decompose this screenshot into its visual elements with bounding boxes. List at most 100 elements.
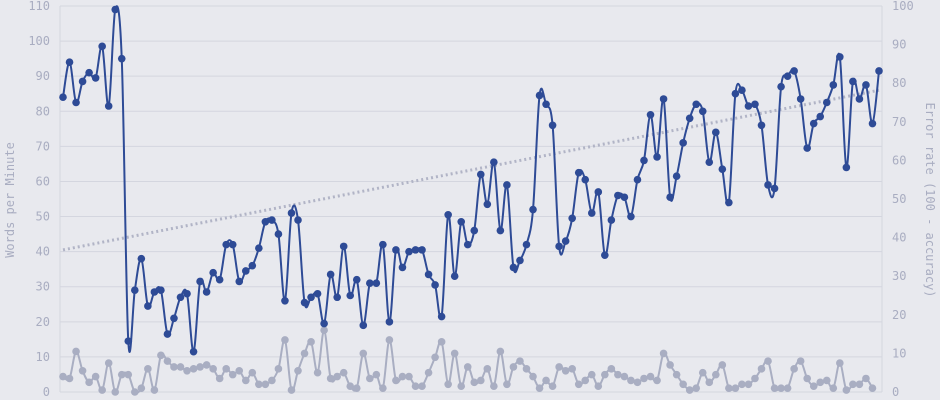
y-tick-label: 90 (36, 69, 50, 83)
error-rate-point (855, 380, 864, 389)
error-rate-point (679, 380, 687, 389)
error-rate-point (757, 365, 766, 373)
wpm-point (470, 226, 479, 235)
wpm-point (738, 86, 746, 95)
error-rate-point (437, 338, 446, 346)
error-rate-point (842, 386, 851, 394)
wpm-point (627, 212, 635, 221)
wpm-point (666, 193, 674, 202)
y-tick-label: 100 (28, 34, 50, 48)
wpm-point (189, 347, 198, 356)
error-rate-point (836, 359, 844, 367)
wpm-point (496, 226, 505, 235)
wpm-point (163, 330, 172, 338)
wpm-point (698, 107, 707, 116)
error-rate-point (783, 384, 792, 392)
error-rate-point (333, 372, 341, 381)
wpm-point (72, 98, 80, 107)
wpm-point (339, 242, 348, 251)
error-rate-point (561, 366, 570, 375)
error-rate-point (91, 372, 100, 381)
error-rate-point (183, 366, 191, 375)
wpm-point (757, 121, 766, 130)
error-rate-point (712, 370, 720, 379)
wpm-point (326, 270, 335, 279)
wpm-point (117, 54, 126, 63)
wpm-point (725, 198, 733, 207)
wpm-point (692, 100, 701, 109)
error-rate-point (196, 363, 204, 371)
error-rate-point (535, 384, 544, 392)
error-rate-point (777, 384, 785, 392)
error-rate-point (849, 380, 857, 389)
error-rate-point (640, 374, 648, 383)
wpm-point (320, 319, 328, 328)
wpm-point (261, 218, 270, 226)
error-rate-point (424, 368, 433, 377)
error-rate-point (718, 361, 727, 369)
error-rate-point (287, 386, 296, 394)
wpm-point (705, 158, 714, 166)
error-rate-point (359, 349, 368, 358)
error-rate-point (228, 370, 237, 379)
wpm-point (503, 181, 511, 189)
error-rate-point (405, 372, 413, 381)
error-rate-point (372, 370, 381, 379)
y2-tick-label: 30 (892, 269, 906, 283)
wpm-point (809, 119, 818, 128)
error-rate-point (392, 376, 400, 385)
y-tick-label: 10 (36, 350, 50, 364)
wpm-point (307, 293, 315, 302)
error-rate-point (431, 353, 439, 362)
y2-tick-label: 20 (892, 308, 906, 322)
wpm-point (685, 114, 694, 123)
wpm-point (601, 251, 609, 259)
error-rate-point (764, 357, 772, 365)
error-rate-point (189, 365, 198, 373)
y-tick-label: 110 (28, 0, 50, 13)
error-rate-point (320, 326, 328, 335)
wpm-point (868, 119, 877, 128)
wpm-point (346, 291, 355, 300)
wpm-point (849, 77, 857, 86)
error-rate-point (529, 372, 537, 381)
wpm-point (561, 237, 570, 245)
wpm-series-layer (59, 5, 883, 356)
error-rate-point (822, 376, 831, 385)
wpm-point (392, 246, 400, 254)
error-rate-point (137, 384, 146, 392)
wpm-point (476, 170, 485, 179)
error-rate-point (117, 370, 126, 379)
wpm-point (574, 168, 583, 177)
error-rate-point (483, 365, 492, 373)
error-rate-point (620, 372, 629, 381)
wpm-point (235, 277, 244, 286)
error-rate-point (261, 380, 270, 389)
y-axis-title: Words per Minute (3, 142, 17, 258)
wpm-point (790, 67, 798, 75)
error-rate-point (646, 372, 655, 381)
error-rate-point (692, 384, 701, 392)
wpm-point (509, 263, 518, 272)
error-rate-point (385, 336, 394, 344)
wpm-point (405, 247, 413, 256)
error-rate-point (542, 376, 550, 385)
wpm-point (209, 268, 217, 277)
wpm-point (744, 102, 753, 110)
wpm-point (228, 240, 237, 249)
wpm-point (359, 321, 368, 330)
wpm-point (78, 77, 87, 86)
error-rate-point (346, 382, 355, 391)
error-rate-point (379, 384, 387, 392)
error-rate-point (725, 384, 733, 392)
error-rate-point (574, 380, 583, 389)
error-rate-point (790, 365, 798, 373)
wpm-point (85, 68, 93, 77)
wpm-point (653, 153, 661, 161)
y2-tick-label: 80 (892, 76, 906, 90)
error-rate-point (672, 370, 681, 379)
wpm-point (157, 286, 165, 295)
error-rate-point (803, 374, 811, 383)
y-tick-label: 60 (36, 174, 50, 188)
